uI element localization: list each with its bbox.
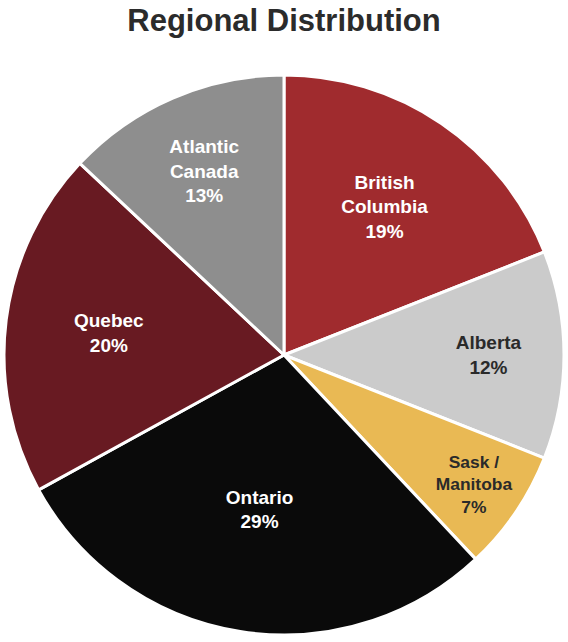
svg-text:BritishColumbia19%: BritishColumbia19% [341,172,428,242]
svg-text:Sask /Manitoba7%: Sask /Manitoba7% [436,452,513,517]
svg-text:Ontario29%: Ontario29% [226,487,294,533]
svg-text:AtlanticCanada13%: AtlanticCanada13% [169,136,239,206]
svg-text:Alberta12%: Alberta12% [456,332,522,378]
svg-text:Regional Distribution: Regional Distribution [127,3,440,38]
svg-text:Quebec20%: Quebec20% [74,310,144,356]
